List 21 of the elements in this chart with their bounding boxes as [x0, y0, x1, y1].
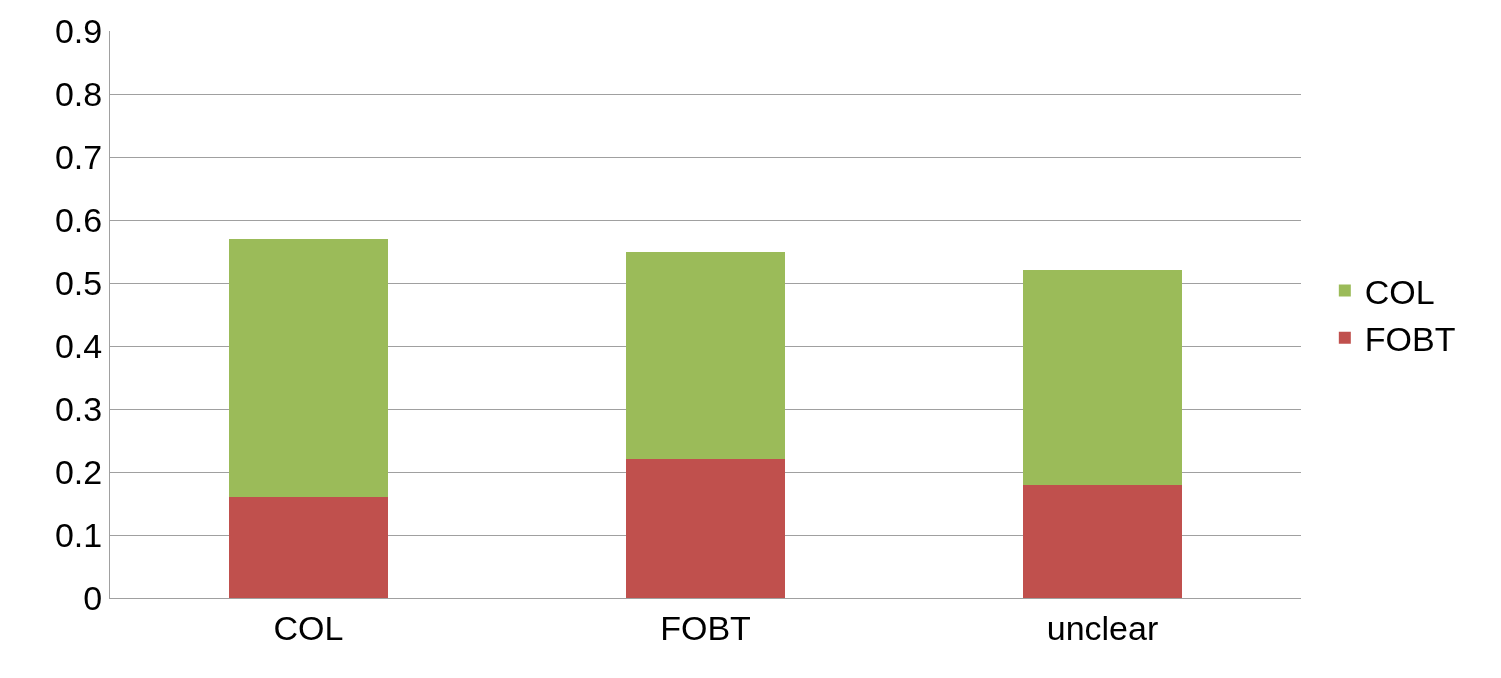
- x-tick-label: FOBT: [660, 608, 751, 647]
- legend-label: FOBT: [1364, 320, 1456, 359]
- bar: [229, 238, 388, 498]
- y-tick-label: 0.8: [54, 74, 103, 113]
- x-tick-label: COL: [273, 608, 344, 647]
- legend-label: COL: [1364, 272, 1435, 311]
- y-tick-label: 0.7: [54, 137, 103, 176]
- y-tick-label: 0.2: [54, 452, 103, 491]
- bar: [1023, 270, 1182, 485]
- y-tick-label: 0.3: [54, 389, 103, 428]
- bar: [1023, 484, 1182, 598]
- y-tick-label: 0.1: [54, 515, 103, 554]
- bar: [626, 251, 785, 460]
- x-tick-label: unclear: [1046, 608, 1159, 647]
- y-tick-label: 0.4: [54, 326, 103, 365]
- bar: [229, 497, 388, 598]
- y-tick-label: 0.9: [54, 11, 103, 50]
- y-tick-label: 0: [83, 578, 103, 617]
- y-tick-label: 0.6: [54, 200, 103, 239]
- bar: [626, 459, 785, 598]
- y-tick-label: 0.5: [54, 263, 103, 302]
